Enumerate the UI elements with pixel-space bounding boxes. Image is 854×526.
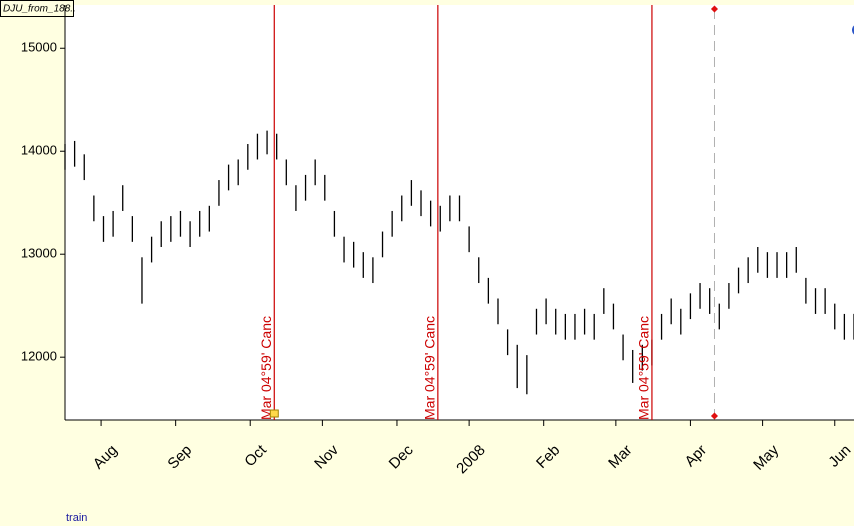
y-tick-label: 14000 <box>21 143 57 158</box>
footer-label: train <box>66 512 87 524</box>
y-tick-label: 15000 <box>21 40 57 55</box>
event-label: Mar 04°59' Canc <box>422 316 438 420</box>
y-tick-label: 12000 <box>21 349 57 364</box>
chart-title: DJU_from_188.. <box>3 4 76 15</box>
title-box[interactable] <box>0 0 74 17</box>
y-tick-label: 13000 <box>21 246 57 261</box>
cursor-handle <box>710 412 719 420</box>
cursor-handle <box>710 5 719 13</box>
event-marker <box>269 409 279 418</box>
event-label: Mar 04°59' Canc <box>258 316 274 420</box>
event-label: Mar 04°59' Canc <box>636 316 652 420</box>
